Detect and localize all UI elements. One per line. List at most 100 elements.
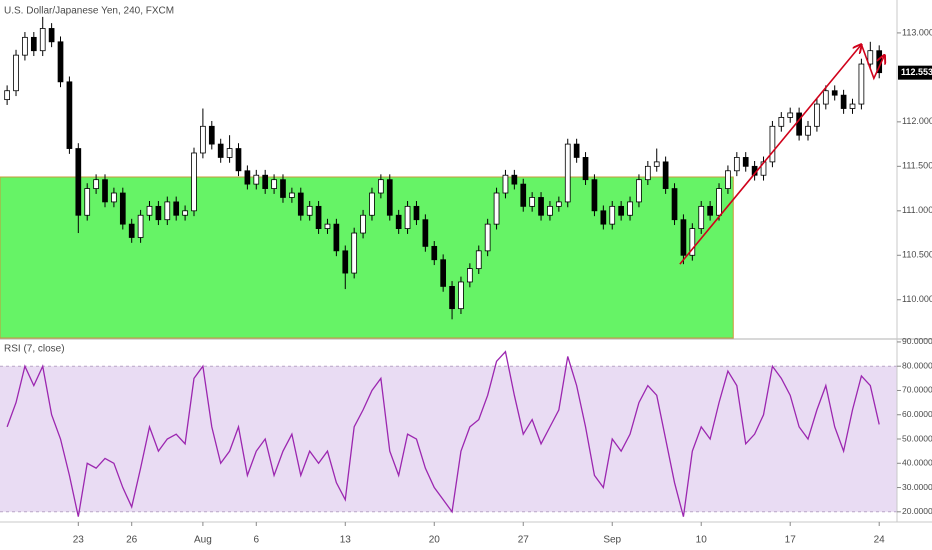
rsi-y-tick-label: 70.0000 (902, 385, 932, 395)
candle-body (102, 179, 108, 203)
candle-body (627, 201, 633, 216)
candle-body (493, 192, 500, 225)
candle-body (662, 161, 669, 189)
candle-body (13, 54, 19, 92)
candle-body (422, 219, 429, 247)
candle-body (48, 28, 55, 43)
candle-body (458, 281, 464, 310)
candle-body (66, 81, 73, 149)
x-tick-label: 6 (254, 535, 260, 546)
candle-body (467, 268, 473, 283)
candle-body (547, 205, 553, 216)
candle-body (378, 179, 384, 194)
candle-body (733, 157, 740, 172)
candle-body (271, 179, 277, 189)
candle-body (840, 94, 847, 109)
candle-body (822, 90, 829, 105)
candle-body (173, 201, 180, 216)
candle-body (351, 232, 358, 274)
candle-body (111, 192, 117, 203)
candle-body (369, 192, 375, 216)
candle-body (564, 143, 571, 203)
candle-body (235, 148, 242, 172)
candle-body (200, 125, 206, 154)
y-tick-label: 111.500 (902, 161, 932, 171)
candle-body (395, 214, 402, 229)
candle-body (30, 36, 37, 52)
candle-body (413, 205, 420, 221)
candle-body (814, 103, 820, 127)
candle-body (84, 188, 91, 216)
candle-body (511, 174, 518, 185)
candle-body (538, 197, 544, 216)
x-tick-label: 10 (696, 535, 708, 546)
rsi-y-tick-label: 20.0000 (902, 506, 932, 516)
rsi-y-tick-label: 80.0000 (902, 360, 932, 370)
candle-body (431, 245, 438, 261)
candle-body (75, 148, 82, 216)
candle-body (262, 174, 269, 189)
candle-body (787, 112, 794, 118)
candle-body (484, 223, 491, 252)
candle-body (644, 165, 651, 181)
candle-body (573, 143, 580, 158)
x-tick-label: Aug (194, 535, 212, 546)
candle-body (226, 148, 233, 158)
candle-body (769, 125, 776, 163)
last-price-box (898, 65, 932, 80)
candle-body (440, 259, 447, 287)
candle-body (137, 214, 144, 238)
x-tick-label: 20 (429, 535, 441, 546)
candle-body (591, 179, 598, 212)
candle-body (582, 157, 589, 181)
candle-body (360, 214, 366, 234)
candle-body (600, 210, 607, 225)
candle-body (217, 143, 224, 158)
last-price-label: 112.553 (901, 67, 932, 77)
x-tick-label: 24 (874, 535, 886, 546)
candle-body (609, 205, 616, 225)
y-tick-label: 110.500 (902, 250, 932, 260)
candle-body (404, 205, 411, 229)
candle-body (725, 170, 731, 189)
candle-body (164, 201, 171, 221)
candle-body (698, 205, 705, 229)
support-zone (0, 176, 734, 339)
rsi-y-tick-label: 50.0000 (902, 433, 932, 443)
candle-body (449, 286, 455, 310)
candle-body (742, 157, 749, 167)
candle-body (849, 103, 856, 109)
candle-body (57, 41, 64, 83)
candle-body (289, 192, 295, 198)
x-tick-label: 17 (785, 535, 797, 546)
x-tick-label: Sep (603, 535, 621, 546)
candle-body (333, 223, 340, 252)
x-tick-label: 23 (73, 535, 85, 546)
drawn-arrow (860, 44, 884, 81)
candle-body (707, 205, 713, 216)
candle-body (146, 205, 153, 216)
candle-body (22, 36, 28, 56)
candle-body (39, 28, 46, 52)
x-tick-label: 26 (126, 535, 138, 546)
candle-body (475, 250, 482, 270)
y-tick-label: 112.000 (902, 116, 932, 126)
candle-body (93, 179, 99, 189)
candle-body (155, 205, 162, 221)
candle-body (306, 205, 313, 216)
rsi-y-tick-label: 90.0000 (902, 336, 932, 346)
candle-body (324, 223, 331, 229)
candle-body (778, 117, 785, 127)
candle-body (529, 197, 535, 207)
candle-body (342, 250, 349, 274)
y-tick-label: 110.000 (902, 294, 932, 304)
candle-body (680, 219, 687, 256)
candle-body (831, 90, 838, 96)
candle-body (653, 161, 660, 167)
x-tick-label: 13 (340, 535, 352, 546)
candle-body (253, 174, 260, 185)
candle-body (502, 174, 509, 194)
candle-body (796, 112, 802, 136)
drawn-arrow (679, 44, 862, 265)
